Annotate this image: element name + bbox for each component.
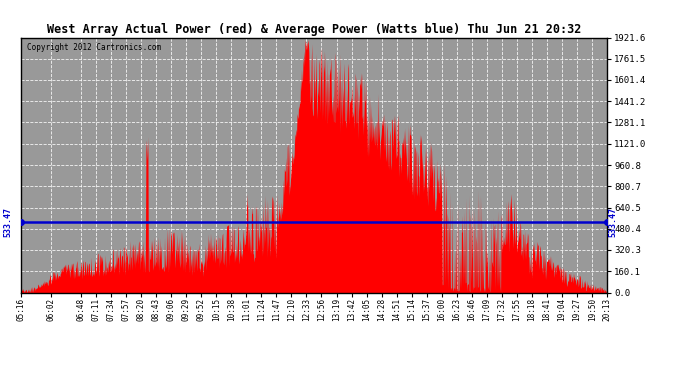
Title: West Array Actual Power (red) & Average Power (Watts blue) Thu Jun 21 20:32: West Array Actual Power (red) & Average … [47,23,581,36]
Text: Copyright 2012 Cartronics.com: Copyright 2012 Cartronics.com [26,43,161,52]
Text: 533.47: 533.47 [3,207,13,237]
Text: 533.47: 533.47 [609,207,618,237]
